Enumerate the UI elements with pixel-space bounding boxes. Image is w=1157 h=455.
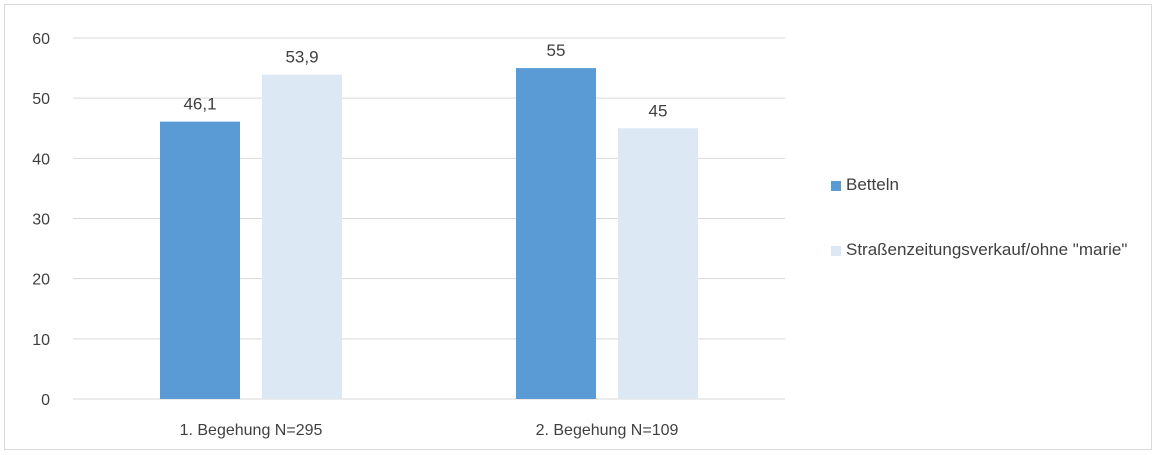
y-tick-label: 40 [32, 151, 50, 168]
legend-label-betteln: Betteln [846, 175, 899, 194]
legend-item-betteln: Betteln [831, 173, 1151, 197]
data-label: 53,9 [285, 48, 318, 67]
y-tick-label: 10 [32, 332, 50, 349]
legend-swatch-strassenzeitung [831, 246, 841, 256]
bar-chart: 0 10 20 30 40 50 60 46,1 53,9 1. Begehung N=295 55… [32, 31, 785, 439]
data-label: 45 [649, 101, 668, 120]
y-tick-label: 50 [32, 91, 50, 108]
y-tick-label: 20 [32, 272, 50, 289]
bar [618, 128, 698, 399]
x-category-label: 1. Begehung N=295 [180, 422, 323, 439]
bar [262, 74, 342, 400]
chart-frame: 0 10 20 30 40 50 60 46,1 53,9 1. Begehung N=295 55… [4, 4, 1152, 450]
legend-swatch-betteln [831, 181, 841, 191]
y-tick-label: 0 [41, 392, 50, 409]
legend-item-strassenzeitung: Straßenzeitungsverkauf/ohne "marie" [831, 238, 1151, 262]
data-label: 46,1 [183, 95, 216, 114]
legend: Betteln Straßenzeitungsverkauf/ohne "mar… [831, 173, 1151, 303]
y-tick-label: 60 [32, 31, 50, 48]
y-tick-label: 30 [32, 212, 50, 229]
bar [516, 68, 596, 400]
data-label: 55 [547, 41, 566, 60]
legend-label-strassenzeitung: Straßenzeitungsverkauf/ohne "marie" [846, 240, 1128, 259]
bar [160, 121, 240, 400]
x-category-label: 2. Begehung N=109 [536, 422, 679, 439]
